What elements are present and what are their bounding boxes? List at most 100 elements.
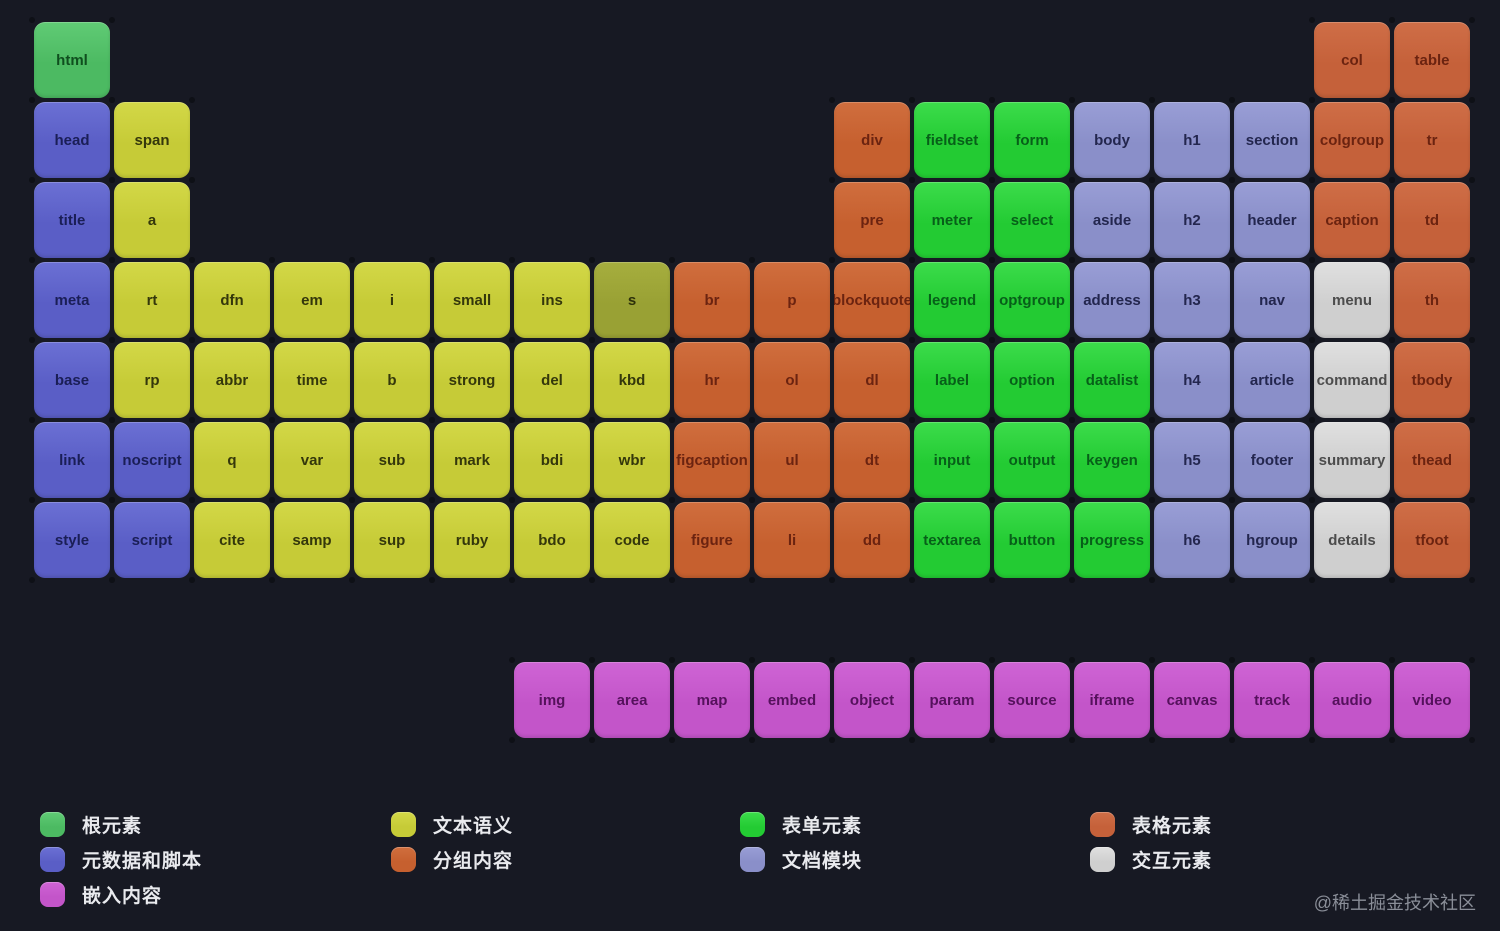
element-tile-li[interactable]: li bbox=[754, 502, 830, 578]
element-tile-style[interactable]: style bbox=[34, 502, 110, 578]
element-tile-progress[interactable]: progress bbox=[1074, 502, 1150, 578]
element-tile-bdi[interactable]: bdi bbox=[514, 422, 590, 498]
element-tile-optgroup[interactable]: optgroup bbox=[994, 262, 1070, 338]
element-tile-label[interactable]: label bbox=[914, 342, 990, 418]
element-tile-h3[interactable]: h3 bbox=[1154, 262, 1230, 338]
element-tile-title[interactable]: title bbox=[34, 182, 110, 258]
element-tile-summary[interactable]: summary bbox=[1314, 422, 1390, 498]
element-tile-h1[interactable]: h1 bbox=[1154, 102, 1230, 178]
element-tile-rp[interactable]: rp bbox=[114, 342, 190, 418]
element-tile-kbd[interactable]: kbd bbox=[594, 342, 670, 418]
element-tile-bdo[interactable]: bdo bbox=[514, 502, 590, 578]
element-tile-time[interactable]: time bbox=[274, 342, 350, 418]
element-tile-q[interactable]: q bbox=[194, 422, 270, 498]
element-tile-keygen[interactable]: keygen bbox=[1074, 422, 1150, 498]
element-tile-nav[interactable]: nav bbox=[1234, 262, 1310, 338]
element-tile-h2[interactable]: h2 bbox=[1154, 182, 1230, 258]
element-tile-figcaption[interactable]: figcaption bbox=[674, 422, 750, 498]
element-tile-legend[interactable]: legend bbox=[914, 262, 990, 338]
element-tile-header[interactable]: header bbox=[1234, 182, 1310, 258]
element-tile-aside[interactable]: aside bbox=[1074, 182, 1150, 258]
element-tile-a[interactable]: a bbox=[114, 182, 190, 258]
element-tile-hr[interactable]: hr bbox=[674, 342, 750, 418]
element-tile-audio[interactable]: audio bbox=[1314, 662, 1390, 738]
element-tile-dd[interactable]: dd bbox=[834, 502, 910, 578]
element-tile-menu[interactable]: menu bbox=[1314, 262, 1390, 338]
element-tile-dl[interactable]: dl bbox=[834, 342, 910, 418]
element-tile-dt[interactable]: dt bbox=[834, 422, 910, 498]
element-tile-pre[interactable]: pre bbox=[834, 182, 910, 258]
element-tile-ul[interactable]: ul bbox=[754, 422, 830, 498]
element-tile-object[interactable]: object bbox=[834, 662, 910, 738]
element-tile-footer[interactable]: footer bbox=[1234, 422, 1310, 498]
element-tile-h4[interactable]: h4 bbox=[1154, 342, 1230, 418]
element-tile-colgroup[interactable]: colgroup bbox=[1314, 102, 1390, 178]
element-tile-script[interactable]: script bbox=[114, 502, 190, 578]
element-tile-small[interactable]: small bbox=[434, 262, 510, 338]
element-tile-output[interactable]: output bbox=[994, 422, 1070, 498]
element-tile-iframe[interactable]: iframe bbox=[1074, 662, 1150, 738]
element-tile-head[interactable]: head bbox=[34, 102, 110, 178]
element-tile-address[interactable]: address bbox=[1074, 262, 1150, 338]
element-tile-tfoot[interactable]: tfoot bbox=[1394, 502, 1470, 578]
element-tile-meta[interactable]: meta bbox=[34, 262, 110, 338]
element-tile-map[interactable]: map bbox=[674, 662, 750, 738]
element-tile-rt[interactable]: rt bbox=[114, 262, 190, 338]
element-tile-br[interactable]: br bbox=[674, 262, 750, 338]
element-tile-cite[interactable]: cite bbox=[194, 502, 270, 578]
element-tile-table[interactable]: table bbox=[1394, 22, 1470, 98]
element-tile-video[interactable]: video bbox=[1394, 662, 1470, 738]
element-tile-select[interactable]: select bbox=[994, 182, 1070, 258]
element-tile-area[interactable]: area bbox=[594, 662, 670, 738]
element-tile-html[interactable]: html bbox=[34, 22, 110, 98]
element-tile-caption[interactable]: caption bbox=[1314, 182, 1390, 258]
element-tile-input[interactable]: input bbox=[914, 422, 990, 498]
element-tile-em[interactable]: em bbox=[274, 262, 350, 338]
element-tile-fieldset[interactable]: fieldset bbox=[914, 102, 990, 178]
element-tile-option[interactable]: option bbox=[994, 342, 1070, 418]
element-tile-col[interactable]: col bbox=[1314, 22, 1390, 98]
element-tile-form[interactable]: form bbox=[994, 102, 1070, 178]
element-tile-hgroup[interactable]: hgroup bbox=[1234, 502, 1310, 578]
element-tile-ol[interactable]: ol bbox=[754, 342, 830, 418]
element-tile-source[interactable]: source bbox=[994, 662, 1070, 738]
element-tile-strong[interactable]: strong bbox=[434, 342, 510, 418]
element-tile-h5[interactable]: h5 bbox=[1154, 422, 1230, 498]
element-tile-samp[interactable]: samp bbox=[274, 502, 350, 578]
element-tile-span[interactable]: span bbox=[114, 102, 190, 178]
element-tile-td[interactable]: td bbox=[1394, 182, 1470, 258]
element-tile-body[interactable]: body bbox=[1074, 102, 1150, 178]
element-tile-track[interactable]: track bbox=[1234, 662, 1310, 738]
element-tile-div[interactable]: div bbox=[834, 102, 910, 178]
element-tile-thead[interactable]: thead bbox=[1394, 422, 1470, 498]
element-tile-section[interactable]: section bbox=[1234, 102, 1310, 178]
element-tile-s[interactable]: s bbox=[594, 262, 670, 338]
element-tile-meter[interactable]: meter bbox=[914, 182, 990, 258]
element-tile-th[interactable]: th bbox=[1394, 262, 1470, 338]
element-tile-base[interactable]: base bbox=[34, 342, 110, 418]
element-tile-wbr[interactable]: wbr bbox=[594, 422, 670, 498]
element-tile-datalist[interactable]: datalist bbox=[1074, 342, 1150, 418]
element-tile-sup[interactable]: sup bbox=[354, 502, 430, 578]
element-tile-abbr[interactable]: abbr bbox=[194, 342, 270, 418]
element-tile-textarea[interactable]: textarea bbox=[914, 502, 990, 578]
element-tile-link[interactable]: link bbox=[34, 422, 110, 498]
element-tile-article[interactable]: article bbox=[1234, 342, 1310, 418]
element-tile-command[interactable]: command bbox=[1314, 342, 1390, 418]
element-tile-button[interactable]: button bbox=[994, 502, 1070, 578]
element-tile-tr[interactable]: tr bbox=[1394, 102, 1470, 178]
element-tile-figure[interactable]: figure bbox=[674, 502, 750, 578]
element-tile-canvas[interactable]: canvas bbox=[1154, 662, 1230, 738]
element-tile-mark[interactable]: mark bbox=[434, 422, 510, 498]
element-tile-p[interactable]: p bbox=[754, 262, 830, 338]
element-tile-blockquote[interactable]: blockquote bbox=[834, 262, 910, 338]
element-tile-param[interactable]: param bbox=[914, 662, 990, 738]
element-tile-embed[interactable]: embed bbox=[754, 662, 830, 738]
element-tile-img[interactable]: img bbox=[514, 662, 590, 738]
element-tile-h6[interactable]: h6 bbox=[1154, 502, 1230, 578]
element-tile-tbody[interactable]: tbody bbox=[1394, 342, 1470, 418]
element-tile-dfn[interactable]: dfn bbox=[194, 262, 270, 338]
element-tile-var[interactable]: var bbox=[274, 422, 350, 498]
element-tile-del[interactable]: del bbox=[514, 342, 590, 418]
element-tile-code[interactable]: code bbox=[594, 502, 670, 578]
